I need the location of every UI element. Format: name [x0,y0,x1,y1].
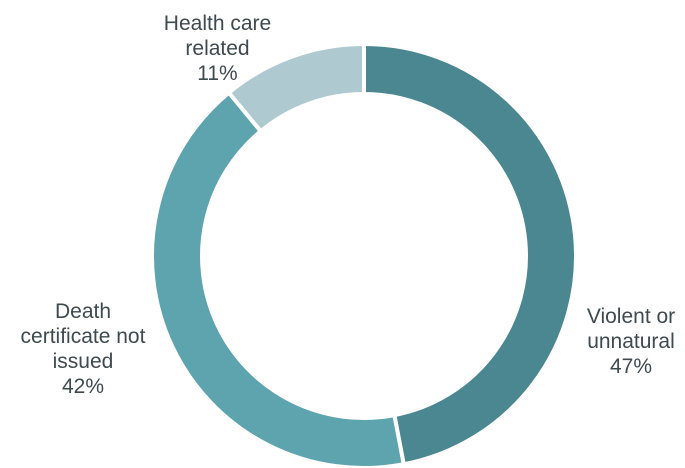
slice-label-line: Violent or [586,305,676,328]
slice-label-line: issued [52,350,114,373]
slice-percent-label: 47% [609,355,653,378]
slice-label-line: unnatural [587,330,675,353]
slice-label-line: Death [54,300,112,323]
donut-slice-0 [362,41,578,467]
slice-percent-label: 11% [197,62,238,85]
slice-label-death-certificate-not-issued: Death certificate not issued 42% [5,299,161,399]
slice-label-line: related [185,37,250,60]
donut-slice-2 [226,41,366,134]
slice-label-violent-or-unnatural: Violent or unnatural 47% [572,304,685,379]
donut-slice-1 [150,89,407,468]
slice-label-line: certificate not [20,325,146,348]
slice-label-line: Health care [163,12,272,35]
slice-percent-label: 42% [61,375,105,398]
slice-label-health-care-related: Health care related 11% [145,11,290,86]
